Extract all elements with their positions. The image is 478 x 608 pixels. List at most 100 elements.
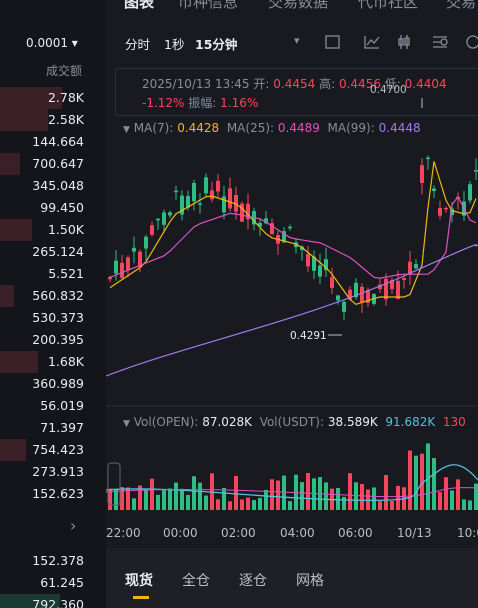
book-row[interactable]: 792.360 xyxy=(0,594,100,608)
interval[interactable]: 1秒 xyxy=(164,37,185,52)
amount: 754.423 xyxy=(32,442,84,457)
interval[interactable]: 分时 xyxy=(125,37,151,52)
volume-bar xyxy=(174,482,178,510)
time: 2025/10/13 13:45 xyxy=(142,77,250,91)
book-row[interactable]: 1.68K xyxy=(0,351,100,373)
amount: 700.647 xyxy=(32,156,84,171)
candle xyxy=(144,236,148,249)
book-row[interactable]: 1.50K xyxy=(0,219,100,241)
book-row[interactable]: 360.989 xyxy=(0,373,100,395)
bottom-tab[interactable]: 逐仓 xyxy=(239,573,267,589)
volume-bar xyxy=(306,472,310,510)
book-row[interactable]: 265.124 xyxy=(0,241,100,263)
volume-bar xyxy=(114,489,118,510)
label: MA(99): xyxy=(327,121,375,135)
vol-ma xyxy=(106,464,478,501)
label: 振幅: xyxy=(188,96,217,110)
candle xyxy=(438,208,442,216)
book-row[interactable]: 56.019 xyxy=(0,395,100,417)
order-book: 0.0001 ▾ 成交额 2.78K 2.58K 144.664 700.647 345… xyxy=(0,0,103,608)
precision-select[interactable]: 0.0001 ▾ xyxy=(26,36,78,50)
icon[interactable] xyxy=(433,36,447,48)
amount: 560.832 xyxy=(32,288,84,303)
interval-active[interactable]: 15分钟 xyxy=(195,37,238,52)
top-tab[interactable]: 交易数据 xyxy=(268,0,329,11)
book-row[interactable]: 560.832 xyxy=(0,285,100,307)
top-tab[interactable]: 币种信息 xyxy=(178,0,239,11)
volume-bar xyxy=(252,500,256,510)
book-row[interactable]: 152.623 xyxy=(0,483,100,505)
candle xyxy=(384,278,388,300)
book-row[interactable]: 2.58K xyxy=(0,109,100,131)
icon[interactable] xyxy=(364,36,380,49)
volume-bar xyxy=(360,484,364,510)
book-row[interactable]: 71.397 xyxy=(0,417,100,439)
volume-bar xyxy=(144,488,148,510)
volume-bar xyxy=(120,487,124,510)
bottom-tab[interactable]: 现货 xyxy=(125,573,153,589)
candle xyxy=(432,188,436,192)
amount: 273.913 xyxy=(32,464,84,479)
volume-bar xyxy=(240,499,244,510)
vol-ma2 xyxy=(106,487,478,498)
volume-bar xyxy=(378,501,382,510)
book-row[interactable]: 530.373 xyxy=(0,307,100,329)
top-tab[interactable]: 图表 xyxy=(124,0,155,11)
volume-bar xyxy=(150,478,154,510)
expand[interactable]: › xyxy=(70,516,77,535)
amount: 152.378 xyxy=(32,553,84,568)
volume-bar xyxy=(282,475,286,510)
candle xyxy=(186,195,190,208)
book-row[interactable]: 700.647 xyxy=(0,153,100,175)
depth-bar xyxy=(0,153,20,175)
label: 低: xyxy=(384,77,401,91)
book-row[interactable]: 273.913 xyxy=(0,461,100,483)
dropdown[interactable]: ▾ xyxy=(294,34,300,47)
volume-bar xyxy=(204,495,208,510)
price-low: 0.4291 xyxy=(290,330,327,342)
time-label: 10/13 xyxy=(397,526,432,540)
bottom-tab[interactable]: 全仓 xyxy=(182,573,210,589)
icon[interactable] xyxy=(398,35,410,49)
candle xyxy=(348,289,352,300)
value: 0.4489 xyxy=(277,121,320,135)
icon[interactable] xyxy=(440,38,448,46)
candle xyxy=(354,282,358,298)
toolbar-icons xyxy=(325,35,478,49)
amount: 144.664 xyxy=(32,134,84,149)
depth-bar xyxy=(0,439,26,461)
volume-bar xyxy=(462,499,466,510)
candle xyxy=(180,195,184,215)
volume-bar xyxy=(156,494,160,510)
volume-bar xyxy=(270,479,274,510)
amount: 2.78K xyxy=(47,90,84,105)
value: 0.4448 xyxy=(378,121,421,135)
label: Vol(USDT): xyxy=(259,415,325,429)
amount: 1.68K xyxy=(47,354,84,369)
icon[interactable] xyxy=(325,35,340,49)
candle xyxy=(360,286,364,303)
top-tab[interactable]: 代币社区 xyxy=(358,0,419,11)
volume-bar xyxy=(324,482,328,510)
book-row[interactable]: 754.423 xyxy=(0,439,100,461)
book-row[interactable]: 5.521 xyxy=(0,263,100,285)
time-label: 22:00 xyxy=(106,526,141,540)
depth-bar xyxy=(0,285,14,307)
volume-bar xyxy=(372,487,376,510)
candle xyxy=(300,246,304,251)
top-tab[interactable]: 交易 xyxy=(446,0,477,11)
icon[interactable] xyxy=(466,35,478,49)
book-row[interactable]: 200.395 xyxy=(0,329,100,351)
amount: 56.019 xyxy=(40,398,84,413)
book-row[interactable]: 152.378 xyxy=(0,550,100,572)
book-row[interactable]: 345.048 xyxy=(0,175,100,197)
candle xyxy=(174,190,178,193)
book-row[interactable]: 144.664 xyxy=(0,131,100,153)
book-row[interactable]: 61.245 xyxy=(0,572,100,594)
bottom-tab[interactable]: 网格 xyxy=(296,573,324,589)
kline-chart: 0.4700 0.4291 xyxy=(106,84,478,510)
book-row[interactable]: 99.450 xyxy=(0,197,100,219)
candle xyxy=(162,212,166,225)
book-row[interactable]: 2.78K xyxy=(0,87,100,109)
candle xyxy=(468,184,472,201)
